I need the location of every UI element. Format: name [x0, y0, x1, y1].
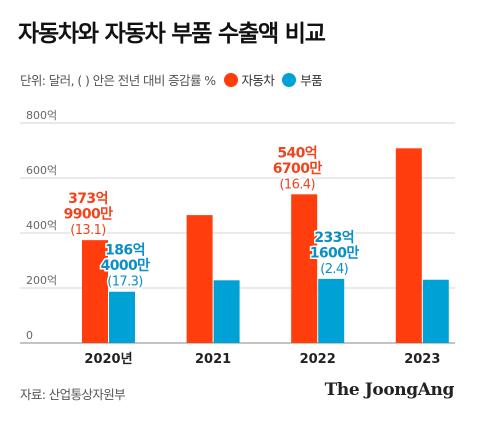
- y-tick-label: 400억: [26, 219, 57, 232]
- data-label-value: 186억: [105, 243, 145, 259]
- x-tick-label: 2022: [300, 352, 336, 367]
- bar-car: [395, 148, 422, 343]
- unit-note-row: 단위: 달러, ( ) 안은 전년 대비 증감률 % 자동차 부품: [20, 70, 323, 89]
- data-label-value: 1600만: [310, 245, 360, 261]
- data-label-value: 373억: [68, 191, 108, 207]
- bar-car: [82, 240, 108, 343]
- data-label-value: 233억: [314, 230, 354, 246]
- source-note: 자료: 산업통상자원부: [20, 387, 126, 402]
- legend-car-swatch: [223, 72, 238, 87]
- data-label-value: 9900만: [64, 207, 114, 223]
- data-label-change: (13.1): [70, 223, 106, 238]
- legend-car-label: 자동차: [241, 73, 275, 88]
- chart-title: 자동차와 자동차 부품 수출액 비교: [18, 21, 326, 47]
- data-label-change: (17.3): [107, 275, 143, 290]
- bar-parts: [318, 278, 345, 343]
- data-label-value: 4000만: [101, 258, 151, 274]
- bar-parts: [422, 279, 449, 343]
- y-tick-label: 600억: [26, 164, 57, 177]
- x-tick-label: 2020년: [84, 352, 132, 367]
- bar-parts: [213, 280, 240, 343]
- y-tick-label: 200억: [26, 274, 57, 287]
- unit-note: 단위: 달러, ( ) 안은 전년 대비 증감률 %: [20, 73, 216, 88]
- bar-car: [186, 215, 213, 343]
- legend-parts-swatch: [282, 72, 297, 87]
- data-label-value: 6700만: [273, 161, 323, 177]
- bar-car: [291, 194, 318, 343]
- brand-logo: The JoongAng: [324, 380, 455, 400]
- data-label-value: 540억: [277, 145, 317, 161]
- legend-parts-label: 부품: [300, 73, 323, 88]
- y-tick-label: 800억: [26, 109, 57, 122]
- data-label-change: (16.4): [279, 177, 315, 192]
- bar-parts: [109, 291, 135, 343]
- y-tick-label: 0: [26, 329, 33, 342]
- x-tick-label: 2023: [404, 352, 440, 367]
- data-label-change: (2.4): [320, 262, 348, 277]
- x-tick-label: 2021: [195, 352, 231, 367]
